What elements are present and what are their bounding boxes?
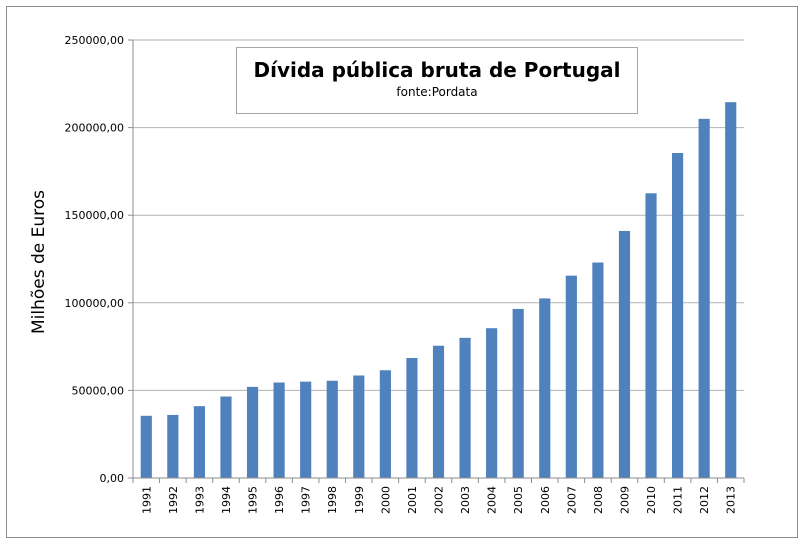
chart-title: Dívida pública bruta de Portugal bbox=[253, 58, 621, 82]
x-tick-label: 2006 bbox=[539, 486, 552, 514]
bar-1995 bbox=[246, 386, 259, 478]
x-tick-label: 1995 bbox=[247, 486, 260, 514]
y-tick-labels: 0,00 50000,00 100000,00 150000,00 200000,00 2… bbox=[65, 34, 125, 485]
bar-2010 bbox=[645, 193, 657, 479]
x-tick-label: 2012 bbox=[698, 486, 711, 514]
y-tick-label: 50000,00 bbox=[72, 384, 125, 397]
title-box: Dívida pública bruta de Portugal fonte:P… bbox=[236, 47, 638, 114]
bar-1998 bbox=[326, 380, 338, 478]
x-tick-label: 1999 bbox=[353, 486, 366, 514]
bars bbox=[140, 102, 737, 479]
bar-2003 bbox=[459, 337, 471, 478]
x-tick-label: 1998 bbox=[326, 486, 339, 514]
x-tick-label: 2004 bbox=[486, 486, 499, 514]
x-tick-labels: 1991 1992 1993 1994 1995 1996 1997 1998 1999 2000… bbox=[140, 486, 737, 514]
bar-1992 bbox=[167, 414, 179, 478]
y-tick-label: 150000,00 bbox=[65, 209, 125, 222]
chart-subtitle: fonte:Pordata bbox=[396, 85, 478, 99]
bar-1997 bbox=[300, 381, 312, 478]
x-tick-label: 1993 bbox=[193, 486, 206, 514]
x-tick-label: 2010 bbox=[645, 486, 658, 514]
y-tick-label: 0,00 bbox=[100, 472, 125, 485]
x-tick-label: 2011 bbox=[672, 486, 685, 514]
bar-2002 bbox=[432, 345, 445, 478]
x-tick-label: 1992 bbox=[167, 486, 180, 514]
bar-2011 bbox=[672, 153, 684, 478]
x-tick-label: 1991 bbox=[140, 486, 153, 514]
x-tick-label: 2008 bbox=[592, 486, 605, 514]
x-tick-label: 2000 bbox=[379, 486, 392, 514]
x-tick-label: 2007 bbox=[565, 486, 578, 514]
y-tick-label: 100000,00 bbox=[65, 297, 125, 310]
bar-2001 bbox=[406, 357, 418, 478]
bar-2008 bbox=[592, 262, 604, 478]
bar-2006 bbox=[539, 298, 551, 478]
y-tick-label: 250000,00 bbox=[65, 34, 125, 47]
bar-1991 bbox=[140, 415, 152, 478]
bar-2012 bbox=[698, 118, 710, 478]
x-tick-label: 2003 bbox=[459, 486, 472, 514]
x-tick-label: 2013 bbox=[725, 486, 738, 514]
x-tick-label: 2002 bbox=[433, 486, 446, 514]
bar-2000 bbox=[379, 370, 391, 478]
y-tick-label: 200000,00 bbox=[65, 122, 125, 135]
axes bbox=[128, 39, 745, 483]
x-tick-label: 2001 bbox=[406, 486, 419, 514]
x-tick-label: 2009 bbox=[618, 486, 631, 514]
x-tick-label: 1997 bbox=[300, 486, 313, 514]
bar-1999 bbox=[353, 375, 365, 478]
bar-1996 bbox=[273, 382, 285, 478]
y-axis-label: Milhões de Euros bbox=[29, 190, 49, 334]
bar-1994 bbox=[220, 396, 232, 478]
bar-2009 bbox=[618, 230, 631, 478]
x-tick-label: 1994 bbox=[220, 486, 233, 514]
x-tick-label: 2005 bbox=[512, 486, 525, 514]
x-tick-label: 1996 bbox=[273, 486, 286, 514]
bar-2007 bbox=[565, 275, 577, 478]
gridlines bbox=[133, 39, 744, 391]
bar-1993 bbox=[193, 406, 205, 478]
bar-2004 bbox=[486, 328, 498, 478]
bar-2005 bbox=[512, 308, 524, 478]
bar-2013 bbox=[725, 102, 737, 479]
